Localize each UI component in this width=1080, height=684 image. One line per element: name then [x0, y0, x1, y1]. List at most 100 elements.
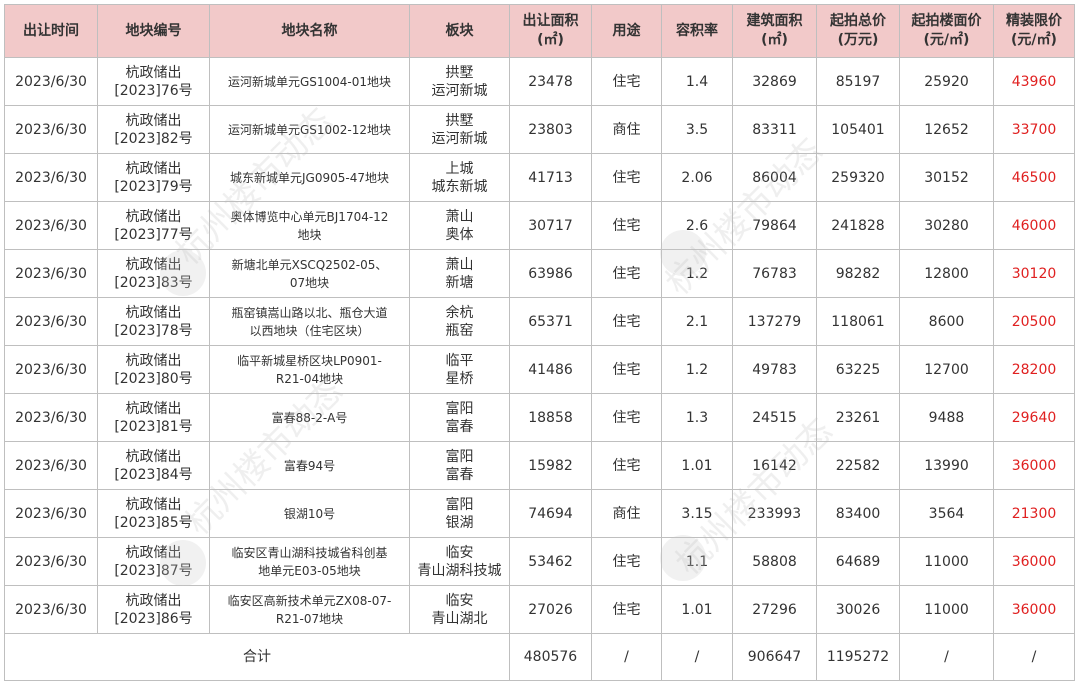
cell-name-line1: 临安区高新技术单元ZX08-07-	[227, 593, 392, 608]
cell-land-area: 30717	[509, 201, 592, 250]
cell-far: 1.1	[661, 537, 733, 586]
cell-far: 1.01	[661, 585, 733, 634]
cell-area-line1: 萧山	[445, 256, 474, 273]
table-row: 2023/6/30 杭政储出 [2023]84号 富春94号 富阳 富春 15982 住宅 1.…	[4, 441, 1075, 490]
cell-name-line2: 以西地块（住宅区块）	[249, 323, 370, 338]
cell-far: 2.06	[661, 153, 733, 202]
cell-far: 1.2	[661, 345, 733, 394]
cell-start-total: 259320	[816, 153, 900, 202]
cell-area: 临安 青山湖北	[409, 585, 510, 634]
cell-area-line1: 富阳	[445, 400, 474, 417]
cell-code: 杭政储出 [2023]81号	[97, 393, 210, 442]
cell-area-line1: 拱墅	[445, 64, 474, 81]
cell-land-area: 18858	[509, 393, 592, 442]
cell-start-floor: 30280	[899, 201, 994, 250]
cell-date: 2023/6/30	[4, 105, 98, 154]
cell-use: 住宅	[591, 537, 662, 586]
cell-area: 拱墅 运河新城	[409, 57, 510, 106]
cell-start-floor: 11000	[899, 585, 994, 634]
header-build-area-line1: 建筑面积	[746, 13, 803, 29]
cell-area-line2: 运河新城	[431, 130, 488, 147]
cell-start-total: 105401	[816, 105, 900, 154]
cell-code-line2: [2023]80号	[114, 370, 193, 387]
cell-limit: 36000	[993, 441, 1075, 490]
cell-area-line2: 瓶窑	[445, 322, 474, 339]
cell-name-line2: 地单元E03-05地块	[258, 563, 361, 578]
cell-name-line1: 瓶窑镇嵩山路以北、瓶仓大道	[231, 305, 388, 320]
cell-start-floor: 30152	[899, 153, 994, 202]
table-row: 2023/6/30 杭政储出 [2023]77号 奥体博览中心单元BJ1704-12 地…	[4, 201, 1075, 250]
cell-limit: 36000	[993, 585, 1075, 634]
total-start-floor: /	[899, 633, 994, 681]
cell-build-area: 76783	[732, 249, 817, 298]
cell-start-total: 23261	[816, 393, 900, 442]
cell-build-area: 16142	[732, 441, 817, 490]
cell-code-line2: [2023]82号	[114, 130, 193, 147]
cell-far: 3.15	[661, 489, 733, 538]
header-start-total-line1: 起拍总价	[830, 13, 886, 29]
cell-start-floor: 25920	[899, 57, 994, 106]
cell-area-line2: 青山湖北	[431, 610, 488, 627]
cell-area: 拱墅 运河新城	[409, 105, 510, 154]
cell-code-line2: [2023]78号	[114, 322, 193, 339]
cell-area-line1: 富阳	[445, 448, 474, 465]
header-start-floor-line2: (元/㎡)	[923, 32, 970, 48]
cell-name: 奥体博览中心单元BJ1704-12 地块	[209, 201, 410, 250]
cell-build-area: 83311	[732, 105, 817, 154]
header-code: 地块编号	[97, 4, 210, 58]
cell-start-floor: 13990	[899, 441, 994, 490]
table-header: 出让时间 地块编号 地块名称 板块 出让面积 (㎡) 用途 容积率 建筑面积 (㎡)…	[4, 4, 1075, 58]
header-use: 用途	[591, 4, 662, 58]
cell-code-line2: [2023]77号	[114, 226, 193, 243]
cell-land-area: 27026	[509, 585, 592, 634]
cell-start-total: 83400	[816, 489, 900, 538]
cell-code-line2: [2023]81号	[114, 418, 193, 435]
total-limit: /	[993, 633, 1075, 681]
cell-start-floor: 12700	[899, 345, 994, 394]
cell-start-floor: 8600	[899, 297, 994, 346]
cell-name: 城东新城单元JG0905-47地块	[209, 153, 410, 202]
total-start-total: 1195272	[816, 633, 900, 681]
cell-far: 3.5	[661, 105, 733, 154]
cell-code-line1: 杭政储出	[125, 256, 182, 273]
cell-far: 1.3	[661, 393, 733, 442]
cell-build-area: 49783	[732, 345, 817, 394]
cell-date: 2023/6/30	[4, 393, 98, 442]
cell-area-line1: 余杭	[445, 304, 474, 321]
cell-far: 1.2	[661, 249, 733, 298]
cell-area-line2: 青山湖科技城	[417, 562, 502, 579]
cell-area-line1: 拱墅	[445, 112, 474, 129]
cell-date: 2023/6/30	[4, 585, 98, 634]
cell-use: 商住	[591, 105, 662, 154]
cell-start-total: 63225	[816, 345, 900, 394]
cell-area-line2: 城东新城	[431, 178, 488, 195]
land-auction-table: 出让时间 地块编号 地块名称 板块 出让面积 (㎡) 用途 容积率 建筑面积 (㎡)…	[4, 4, 1075, 681]
cell-start-total: 85197	[816, 57, 900, 106]
cell-code: 杭政储出 [2023]84号	[97, 441, 210, 490]
cell-area: 余杭 瓶窑	[409, 297, 510, 346]
cell-name: 临平新城星桥区块LP0901- R21-04地块	[209, 345, 410, 394]
cell-name-line2: R21-04地块	[275, 371, 344, 386]
cell-name-line2: 地块	[297, 227, 322, 242]
table-row: 2023/6/30 杭政储出 [2023]80号 临平新城星桥区块LP0901- R21…	[4, 345, 1075, 394]
header-date: 出让时间	[4, 4, 98, 58]
cell-start-total: 118061	[816, 297, 900, 346]
cell-limit: 43960	[993, 57, 1075, 106]
total-label: 合计	[4, 633, 510, 681]
header-build-area-line2: (㎡)	[761, 32, 788, 48]
cell-code-line1: 杭政储出	[125, 592, 182, 609]
table-row: 2023/6/30 杭政储出 [2023]85号 银湖10号 富阳 银湖 74694 商住 3.…	[4, 489, 1075, 538]
cell-area-line1: 临平	[445, 352, 474, 369]
cell-start-total: 30026	[816, 585, 900, 634]
cell-land-area: 53462	[509, 537, 592, 586]
table-row: 2023/6/30 杭政储出 [2023]87号 临安区青山湖科技城省科创基 地单元E0…	[4, 537, 1075, 586]
cell-code-line1: 杭政储出	[125, 544, 182, 561]
total-build-area: 906647	[732, 633, 817, 681]
cell-name: 富春94号	[209, 441, 410, 490]
cell-land-area: 63986	[509, 249, 592, 298]
cell-area-line2: 富春	[445, 466, 474, 483]
cell-area: 临平 星桥	[409, 345, 510, 394]
cell-limit: 36000	[993, 537, 1075, 586]
cell-area: 临安 青山湖科技城	[409, 537, 510, 586]
cell-limit: 29640	[993, 393, 1075, 442]
